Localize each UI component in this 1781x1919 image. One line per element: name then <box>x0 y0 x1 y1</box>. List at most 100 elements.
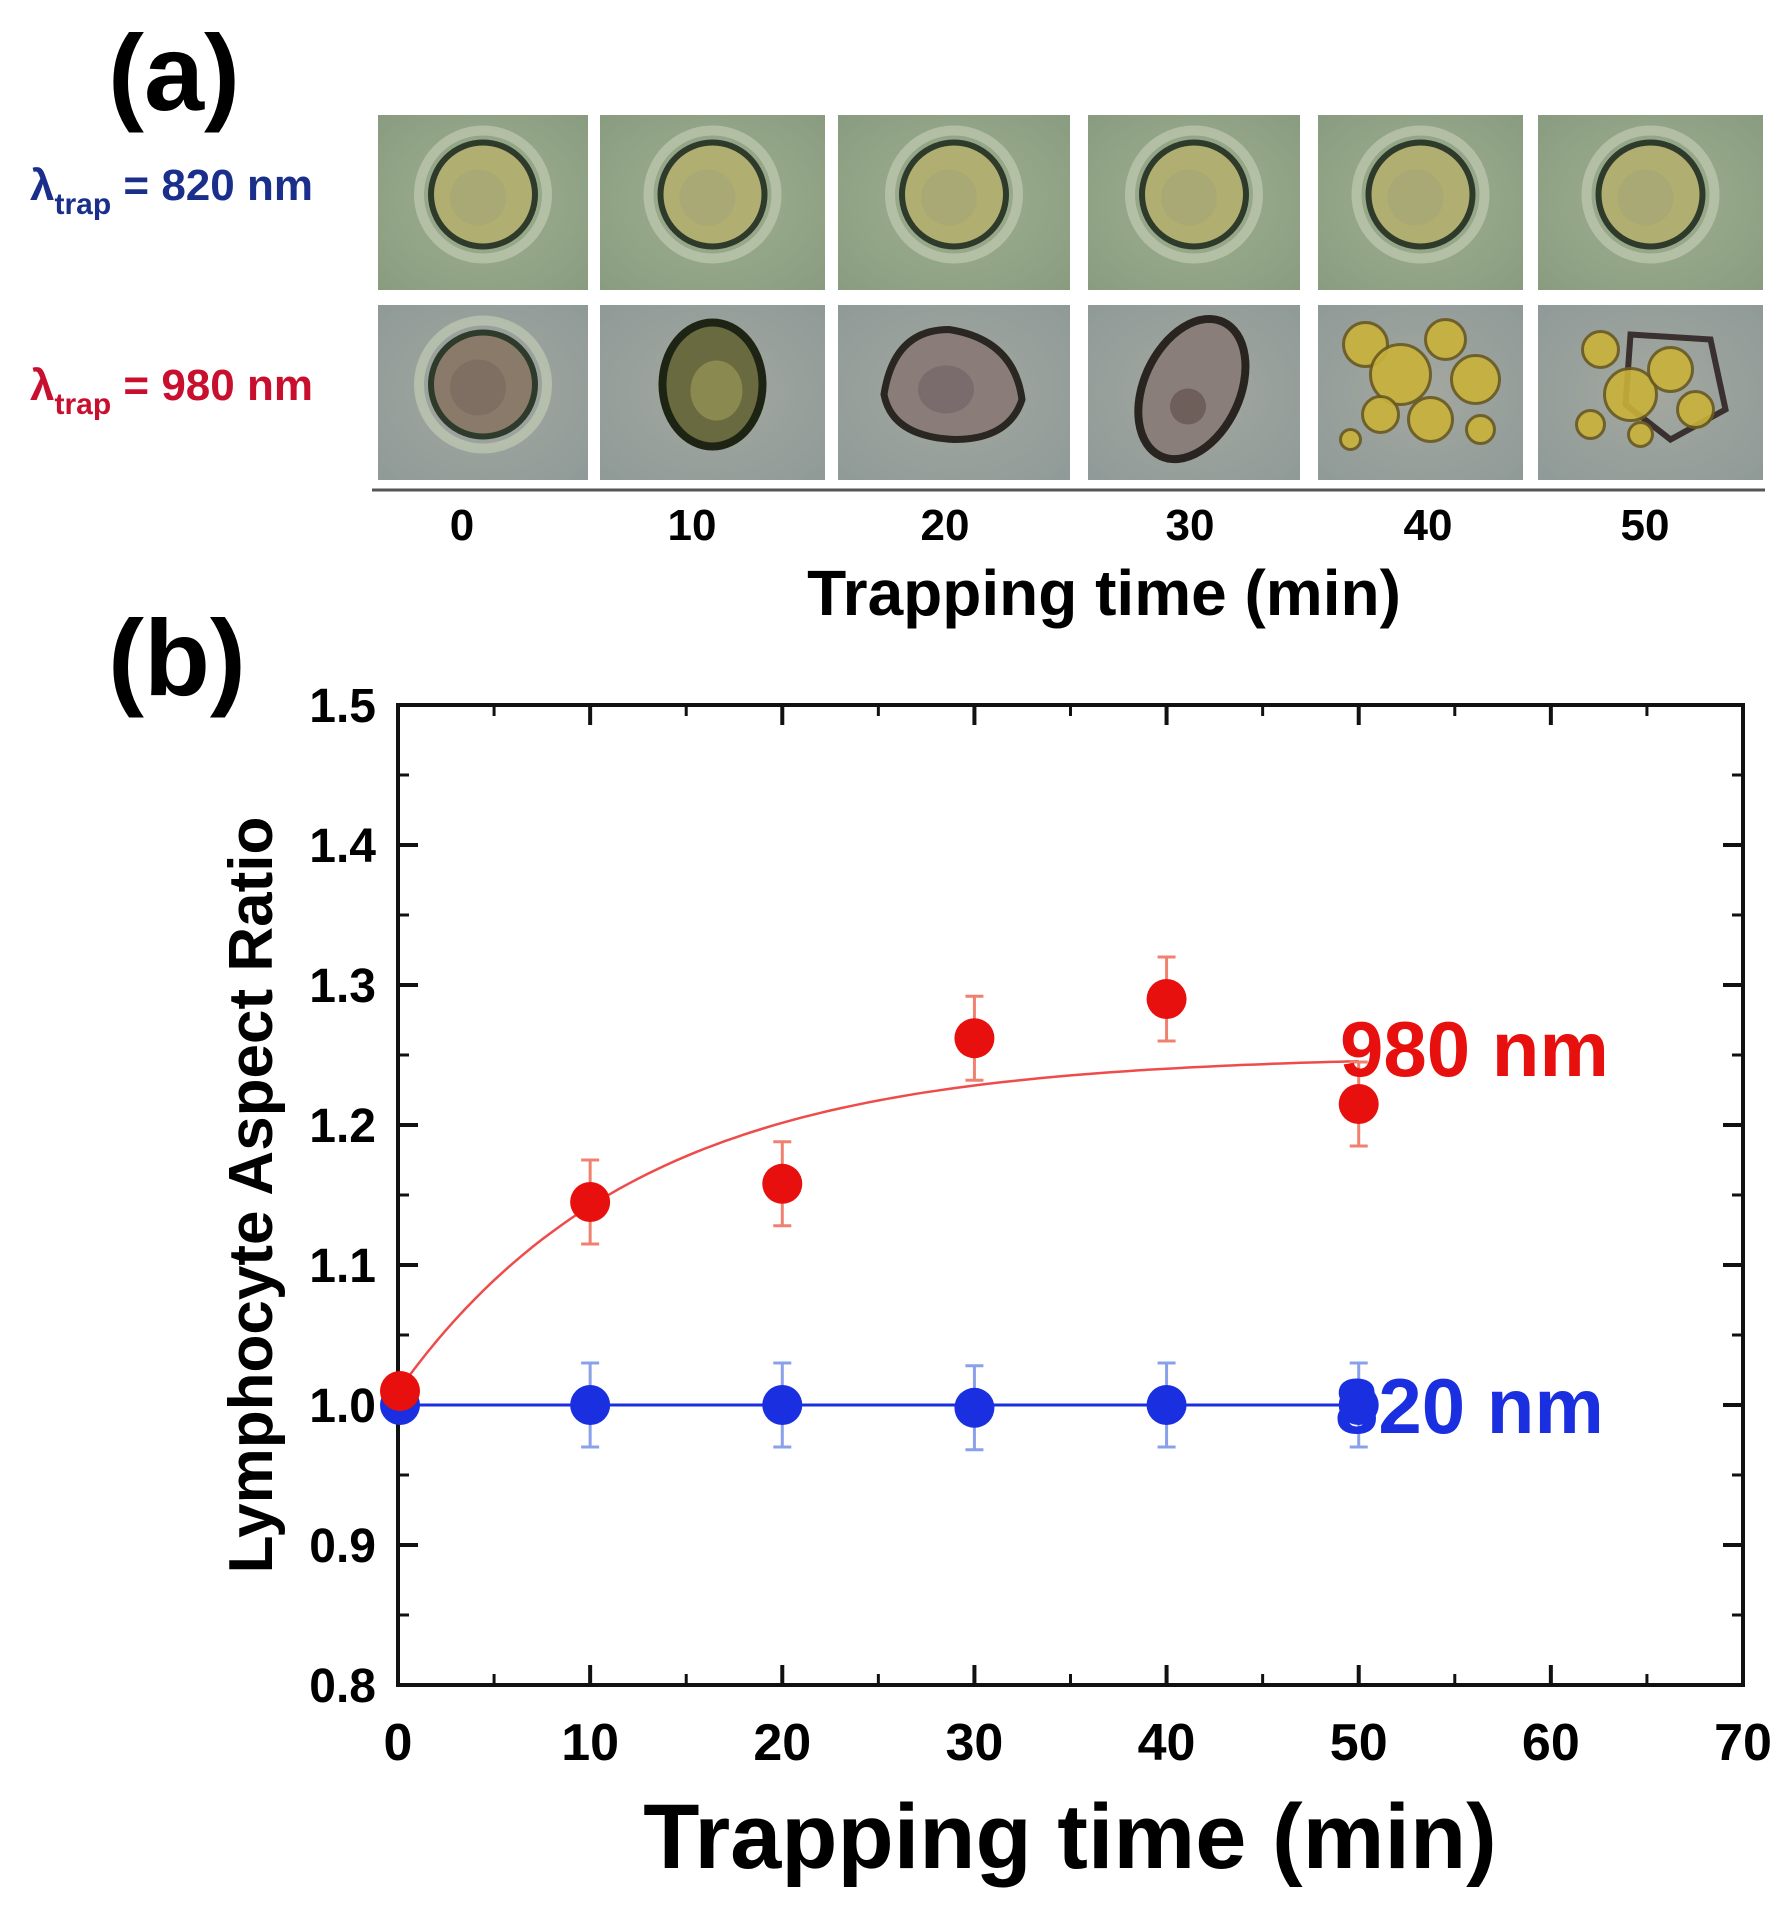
x-tick-label: 40 <box>1138 1714 1196 1772</box>
x-tick-label: 70 <box>1714 1714 1772 1772</box>
row-label-value: = 820 nm <box>111 161 313 210</box>
axis-ticks: 0 10 20 30 40 50 60 70 0.8 0.9 1.0 1.1 1.2 1.3 1.4 1.5 <box>309 680 1772 1772</box>
cell-nucleus <box>450 359 506 416</box>
x-tick-label: 10 <box>561 1714 619 1772</box>
y-tick-label: 1.4 <box>309 820 376 873</box>
y-tick-label: 1.2 <box>309 1100 376 1153</box>
panel-b-label: (b) <box>108 597 246 718</box>
panel-a-time-ticks: 0 10 20 30 40 50 <box>450 501 1670 550</box>
micrograph-tile <box>600 305 825 480</box>
micrograph-tile <box>1538 305 1763 480</box>
panel-a-time-tick: 10 <box>668 501 717 550</box>
data-point-980nm <box>380 1371 420 1411</box>
row-label-symbol: λ <box>30 361 54 410</box>
x-tick-label: 0 <box>384 1714 413 1772</box>
data-markers <box>380 979 1379 1428</box>
cell-debris <box>1575 409 1606 440</box>
micrograph-tile <box>1318 115 1523 290</box>
x-tick-label: 20 <box>753 1714 811 1772</box>
cell-nucleus <box>1170 388 1206 425</box>
x-tick-label: 50 <box>1330 1714 1388 1772</box>
cell-halo <box>643 125 782 264</box>
data-point-980nm <box>1146 979 1187 1019</box>
row-label-subscript: trap <box>54 388 111 421</box>
micrograph-tile <box>1538 115 1763 290</box>
micrograph-tile <box>838 305 1070 480</box>
micrograph-tile <box>838 115 1070 290</box>
data-point-820nm <box>954 1387 995 1428</box>
y-tick-label: 1.0 <box>309 1380 376 1433</box>
y-tick-label: 1.3 <box>309 960 376 1013</box>
micrograph-tile <box>378 115 588 290</box>
series-label-820nm: 820 nm <box>1335 1362 1604 1450</box>
micrograph-tile <box>1088 115 1300 290</box>
data-point-980nm <box>762 1163 803 1204</box>
row-label: λtrap = 980 nm <box>30 361 313 421</box>
data-point-820nm <box>1146 1385 1187 1425</box>
panel-a-time-tick: 20 <box>921 501 970 550</box>
data-point-820nm <box>762 1385 803 1425</box>
cell-nucleus <box>450 169 506 226</box>
panel-a-label: (a) <box>108 12 240 133</box>
x-tick-label: 30 <box>946 1714 1004 1772</box>
series-labels: 980 nm 820 nm <box>1335 1005 1609 1450</box>
cell-debris <box>1369 343 1432 406</box>
cell-debris <box>1647 346 1694 393</box>
cell-nucleus <box>918 365 974 414</box>
micrograph-tile <box>378 305 588 480</box>
row-label: λtrap = 820 nm <box>30 161 313 221</box>
cell-debris <box>1361 395 1400 434</box>
row-label-symbol: λ <box>30 161 54 210</box>
fit-line-980nm <box>396 1059 1359 1392</box>
panel-a-time-tick: 30 <box>1166 501 1215 550</box>
y-axis-label: Lymphocyte Aspect Ratio <box>217 817 286 1574</box>
micrograph-tile <box>1088 305 1300 480</box>
micrograph-tile <box>1318 305 1523 480</box>
series-label-980nm: 980 nm <box>1340 1005 1609 1093</box>
y-tick-label: 0.9 <box>309 1520 376 1573</box>
x-axis-label: Trapping time (min) <box>643 1786 1497 1888</box>
fit-lines <box>396 1059 1359 1407</box>
data-point-980nm <box>1338 1084 1379 1124</box>
micrograph-tile <box>600 115 825 290</box>
cell-nucleus <box>921 169 977 226</box>
cell-halo <box>414 315 552 454</box>
panel-a-time-tick: 50 <box>1621 501 1670 550</box>
error-bars <box>389 955 1368 1452</box>
panel-a-time-tick: 40 <box>1404 501 1453 550</box>
cell-nucleus <box>1387 169 1444 226</box>
row-label-subscript: trap <box>54 188 111 221</box>
y-tick-label: 0.8 <box>309 1660 376 1713</box>
cell-halo <box>414 125 552 264</box>
cell-halo <box>1351 125 1490 264</box>
panel-b: (b) 0 10 20 30 40 50 60 70 0.8 0.9 1.0 1.1 1.2 1.3 1.4… <box>108 597 1772 1888</box>
panel-a-time-tick: 0 <box>450 501 474 550</box>
cell-halo <box>1581 125 1720 264</box>
cell-debris <box>1581 330 1620 369</box>
cell-debris <box>1424 318 1467 361</box>
cell-debris <box>1627 421 1654 448</box>
data-point-820nm <box>1338 1385 1379 1425</box>
data-point-980nm <box>954 1018 995 1059</box>
y-tick-label: 1.1 <box>309 1240 376 1293</box>
cell-halo <box>885 125 1023 264</box>
cell-halo <box>1125 125 1263 264</box>
cell-debris <box>1450 354 1501 405</box>
y-tick-label: 1.5 <box>309 680 376 733</box>
x-tick-label: 60 <box>1522 1714 1580 1772</box>
cell-debris <box>1465 414 1496 445</box>
row-label-value: = 980 nm <box>111 361 313 410</box>
cell-debris <box>1676 390 1715 429</box>
micrograph-grid <box>372 115 1765 492</box>
panel-a-xlabel: Trapping time (min) <box>807 557 1401 629</box>
data-point-820nm <box>570 1385 611 1425</box>
cell-nucleus <box>1161 169 1217 226</box>
cell-nucleus <box>690 360 743 421</box>
cell-debris <box>1603 367 1658 422</box>
cell-debris <box>1407 396 1454 443</box>
cell-nucleus <box>1617 169 1674 226</box>
cell-debris <box>1339 428 1362 451</box>
